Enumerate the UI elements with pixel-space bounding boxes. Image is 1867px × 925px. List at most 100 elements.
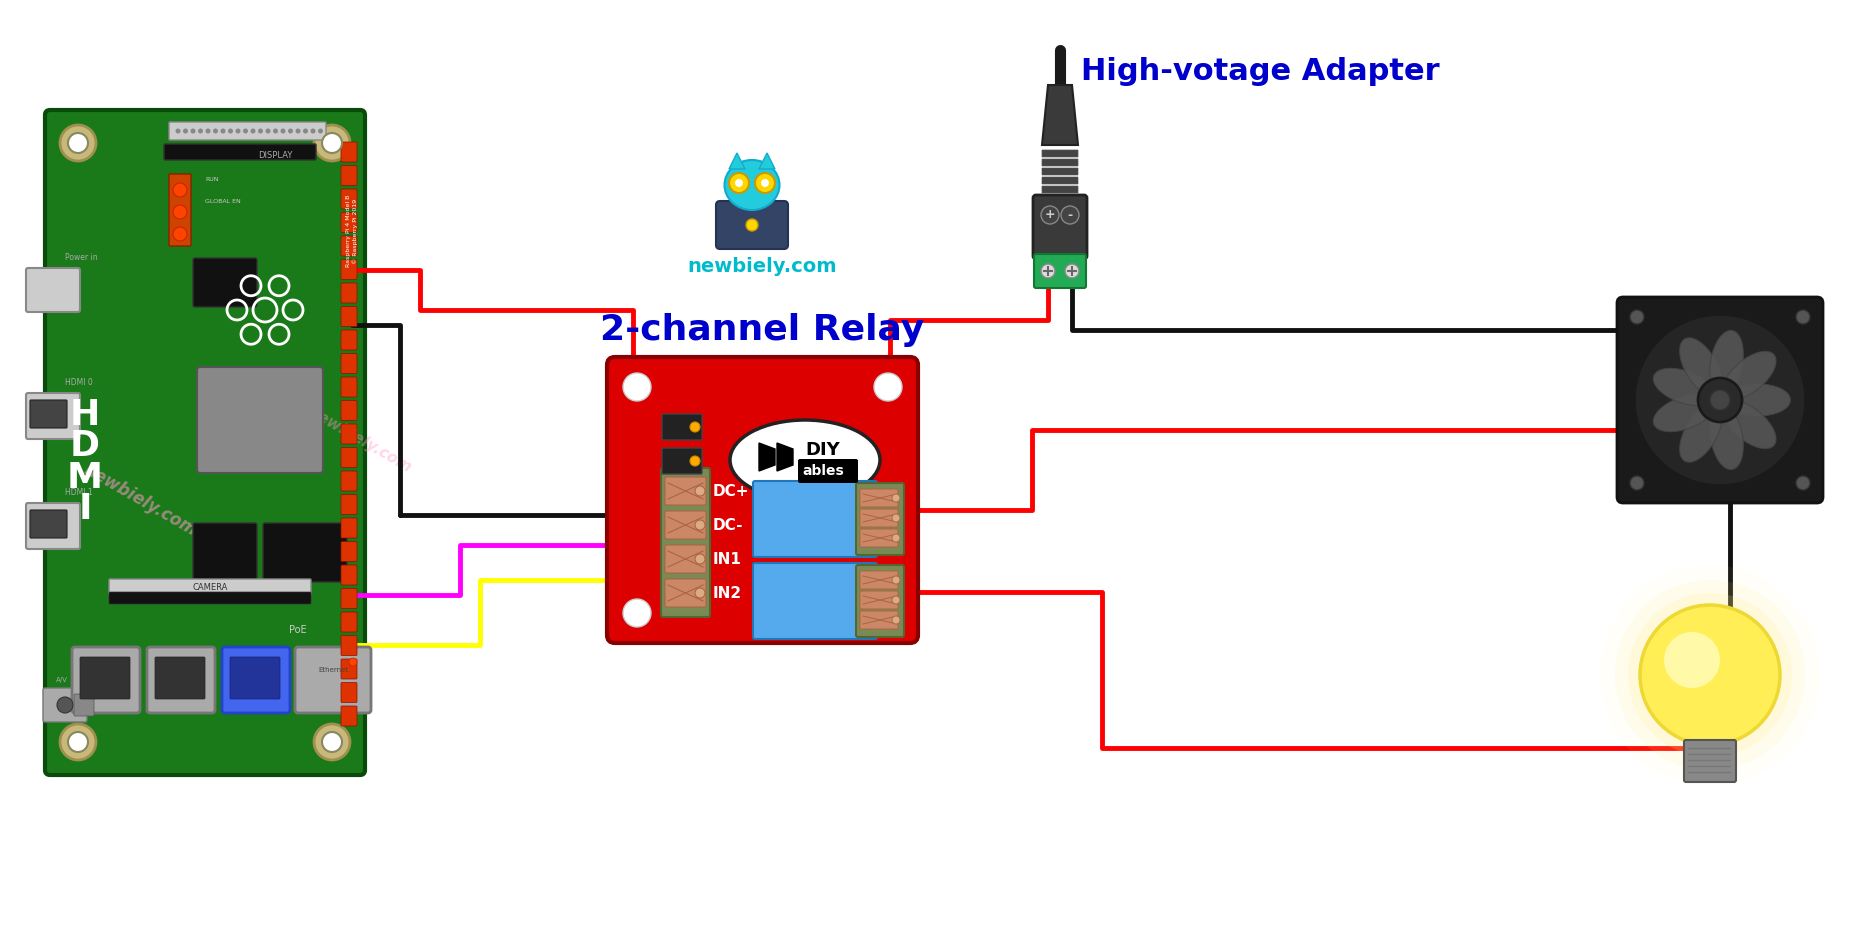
Circle shape <box>310 129 316 133</box>
FancyBboxPatch shape <box>342 588 357 609</box>
Circle shape <box>1042 206 1059 224</box>
FancyBboxPatch shape <box>342 166 357 186</box>
Text: DIY: DIY <box>807 441 840 459</box>
Ellipse shape <box>1710 330 1744 395</box>
Circle shape <box>762 179 769 187</box>
Circle shape <box>892 576 900 584</box>
Circle shape <box>215 260 316 360</box>
Ellipse shape <box>1725 384 1790 416</box>
Circle shape <box>250 129 256 133</box>
Circle shape <box>205 129 211 133</box>
Circle shape <box>1796 310 1809 324</box>
FancyBboxPatch shape <box>108 592 312 604</box>
FancyBboxPatch shape <box>1034 254 1087 288</box>
FancyBboxPatch shape <box>342 565 357 585</box>
FancyBboxPatch shape <box>855 565 904 637</box>
Circle shape <box>1042 264 1055 278</box>
FancyBboxPatch shape <box>192 258 258 307</box>
Text: DC-: DC- <box>713 517 743 533</box>
Circle shape <box>1600 565 1820 785</box>
Circle shape <box>695 588 706 598</box>
Circle shape <box>1663 632 1720 688</box>
FancyBboxPatch shape <box>342 283 357 303</box>
Text: GLOBAL EN: GLOBAL EN <box>205 199 241 204</box>
FancyBboxPatch shape <box>1042 186 1077 193</box>
Ellipse shape <box>730 420 879 500</box>
FancyBboxPatch shape <box>342 189 357 209</box>
FancyBboxPatch shape <box>1032 195 1087 259</box>
FancyBboxPatch shape <box>295 647 372 713</box>
FancyBboxPatch shape <box>752 563 877 639</box>
FancyBboxPatch shape <box>170 122 327 140</box>
Circle shape <box>1060 206 1079 224</box>
Circle shape <box>302 129 308 133</box>
Circle shape <box>874 599 902 627</box>
Circle shape <box>1630 310 1645 324</box>
FancyBboxPatch shape <box>861 509 898 527</box>
Polygon shape <box>728 153 745 169</box>
Circle shape <box>265 129 271 133</box>
Ellipse shape <box>1721 401 1776 449</box>
Text: newbiely.com: newbiely.com <box>687 257 836 276</box>
Circle shape <box>288 129 293 133</box>
Text: IN1: IN1 <box>713 551 741 566</box>
Circle shape <box>235 129 241 133</box>
Polygon shape <box>760 443 775 471</box>
Circle shape <box>624 373 652 401</box>
Circle shape <box>273 129 278 133</box>
FancyBboxPatch shape <box>665 545 706 573</box>
Circle shape <box>174 205 187 219</box>
Circle shape <box>349 658 357 666</box>
FancyBboxPatch shape <box>342 448 357 467</box>
Ellipse shape <box>1680 403 1723 462</box>
Circle shape <box>295 129 301 133</box>
Circle shape <box>1697 378 1742 422</box>
FancyBboxPatch shape <box>26 503 80 549</box>
Text: IN2: IN2 <box>713 586 741 600</box>
FancyBboxPatch shape <box>342 353 357 374</box>
FancyBboxPatch shape <box>665 477 706 505</box>
FancyBboxPatch shape <box>342 683 357 702</box>
FancyBboxPatch shape <box>342 635 357 656</box>
Circle shape <box>321 133 342 153</box>
FancyBboxPatch shape <box>342 659 357 679</box>
FancyBboxPatch shape <box>663 414 702 440</box>
FancyBboxPatch shape <box>192 523 258 582</box>
FancyBboxPatch shape <box>717 201 788 249</box>
Circle shape <box>213 129 218 133</box>
Circle shape <box>1628 593 1792 757</box>
Circle shape <box>892 534 900 542</box>
Circle shape <box>892 494 900 502</box>
FancyBboxPatch shape <box>147 647 215 713</box>
Text: H
D
M
I: H D M I <box>67 398 103 526</box>
Circle shape <box>624 599 652 627</box>
FancyBboxPatch shape <box>861 489 898 507</box>
Circle shape <box>695 520 706 530</box>
Ellipse shape <box>724 160 780 210</box>
Circle shape <box>754 173 775 193</box>
FancyBboxPatch shape <box>342 236 357 256</box>
FancyBboxPatch shape <box>30 400 67 428</box>
FancyBboxPatch shape <box>80 657 131 699</box>
FancyBboxPatch shape <box>855 483 904 555</box>
Circle shape <box>220 129 226 133</box>
FancyBboxPatch shape <box>797 459 859 483</box>
FancyBboxPatch shape <box>43 688 88 722</box>
FancyBboxPatch shape <box>861 611 898 629</box>
Circle shape <box>1710 390 1731 410</box>
FancyBboxPatch shape <box>1042 177 1077 184</box>
Circle shape <box>695 554 706 564</box>
FancyBboxPatch shape <box>26 393 80 439</box>
Circle shape <box>60 724 95 760</box>
Circle shape <box>1635 315 1805 485</box>
Text: newbiely.com: newbiely.com <box>187 548 314 633</box>
Circle shape <box>175 129 181 133</box>
FancyBboxPatch shape <box>30 510 67 538</box>
FancyBboxPatch shape <box>342 330 357 350</box>
Polygon shape <box>760 153 775 169</box>
FancyBboxPatch shape <box>342 401 357 421</box>
Circle shape <box>321 732 342 752</box>
Text: Power in: Power in <box>65 253 97 262</box>
Circle shape <box>60 125 95 161</box>
Circle shape <box>695 486 706 496</box>
